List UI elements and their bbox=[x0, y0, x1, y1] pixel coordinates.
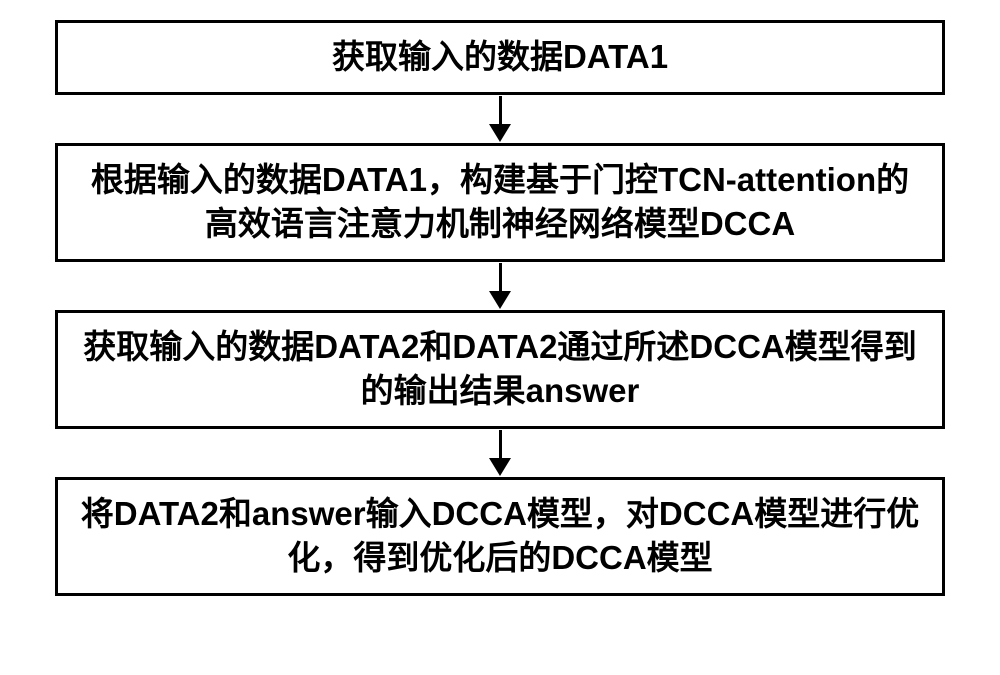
flow-step-2: 根据输入的数据DATA1，构建基于门控TCN-attention的高效语言注意力… bbox=[55, 143, 945, 262]
arrow-head-icon bbox=[489, 291, 511, 309]
flow-step-1-text: 获取输入的数据DATA1 bbox=[332, 35, 668, 80]
arrow-1 bbox=[489, 95, 511, 143]
flow-step-4-text: 将DATA2和answer输入DCCA模型，对DCCA模型进行优化，得到优化后的… bbox=[78, 492, 922, 581]
arrow-line-icon bbox=[499, 96, 502, 124]
flowchart-container: 获取输入的数据DATA1 根据输入的数据DATA1，构建基于门控TCN-atte… bbox=[55, 20, 945, 596]
arrow-2 bbox=[489, 262, 511, 310]
flow-step-4: 将DATA2和answer输入DCCA模型，对DCCA模型进行优化，得到优化后的… bbox=[55, 477, 945, 596]
flow-step-1: 获取输入的数据DATA1 bbox=[55, 20, 945, 95]
arrow-line-icon bbox=[499, 430, 502, 458]
flow-step-2-text: 根据输入的数据DATA1，构建基于门控TCN-attention的高效语言注意力… bbox=[78, 158, 922, 247]
arrow-head-icon bbox=[489, 458, 511, 476]
flow-step-3: 获取输入的数据DATA2和DATA2通过所述DCCA模型得到的输出结果answe… bbox=[55, 310, 945, 429]
flow-step-3-text: 获取输入的数据DATA2和DATA2通过所述DCCA模型得到的输出结果answe… bbox=[78, 325, 922, 414]
arrow-3 bbox=[489, 429, 511, 477]
arrow-head-icon bbox=[489, 124, 511, 142]
arrow-line-icon bbox=[499, 263, 502, 291]
